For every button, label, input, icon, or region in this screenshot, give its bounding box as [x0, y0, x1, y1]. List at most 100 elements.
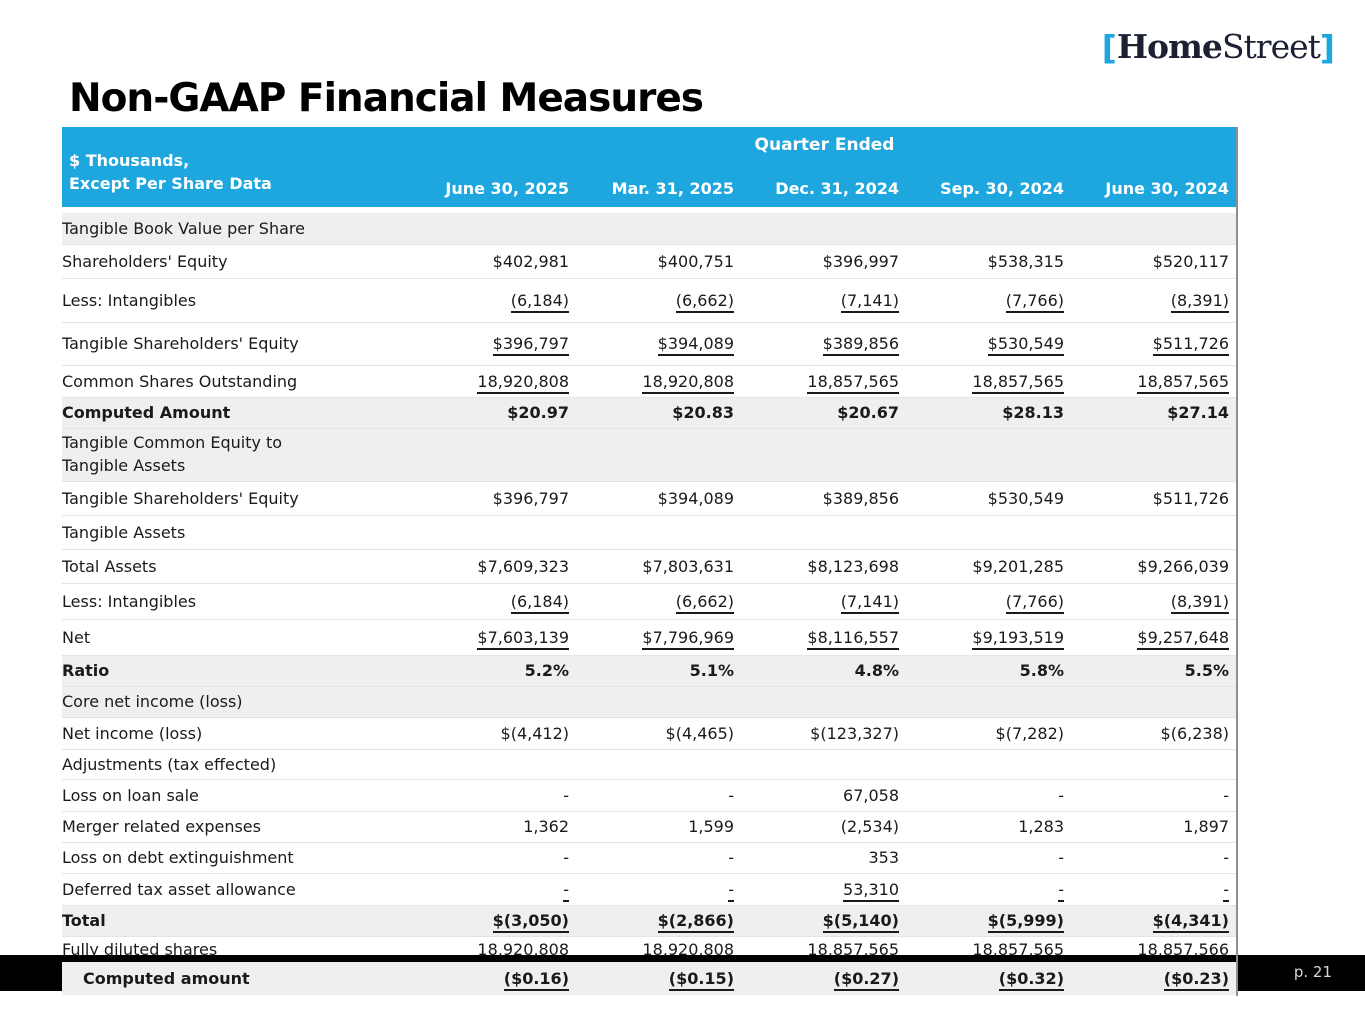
- row-value: [412, 427, 577, 481]
- row-value: [577, 748, 742, 779]
- row-label: Total Assets: [62, 548, 412, 583]
- column-header-0: June 30, 2025: [445, 179, 569, 198]
- row-value: 1,897: [1072, 810, 1237, 842]
- row-value: (7,766): [907, 582, 1072, 619]
- row-value: -: [412, 872, 577, 905]
- row-label: Computed amount: [83, 969, 250, 988]
- row-value: $9,266,039: [1072, 548, 1237, 583]
- row-value: [742, 514, 907, 549]
- row-value: $9,193,519: [907, 618, 1072, 655]
- table-row: Less: Intangibles (6,184) (6,662) (7,141) (7…: [62, 277, 1237, 322]
- row-value: (2,534): [742, 810, 907, 842]
- row-value: $7,803,631: [577, 548, 742, 583]
- row-value: (8,391): [1072, 277, 1237, 322]
- row-value: $511,726: [1072, 321, 1237, 365]
- row-value: [907, 685, 1072, 717]
- table-row: Common Shares Outstanding 18,920,808 18,92…: [62, 364, 1237, 397]
- table-row: Core net income (loss): [62, 685, 1237, 717]
- row-value: ($0.23): [1072, 969, 1237, 991]
- row-value: -: [907, 841, 1072, 873]
- row-value: [1072, 748, 1237, 779]
- row-value: [577, 514, 742, 549]
- table-row: Tangible Common Equity to Tangible Assets: [62, 427, 1237, 481]
- row-value: (6,184): [412, 277, 577, 322]
- page-title: Non-GAAP Financial Measures: [69, 76, 704, 121]
- row-value: $27.14: [1072, 396, 1237, 428]
- table-row: Less: Intangibles (6,184) (6,662) (7,141) (7…: [62, 582, 1237, 619]
- row-value: -: [577, 872, 742, 905]
- row-value: $(6,238): [1072, 716, 1237, 749]
- row-value: (6,662): [577, 582, 742, 619]
- row-value: $(5,999): [907, 904, 1072, 936]
- row-value: (6,184): [412, 582, 577, 619]
- row-label: Ratio: [62, 654, 412, 686]
- row-value: 67,058: [742, 778, 907, 811]
- row-label: Net: [62, 618, 412, 655]
- row-value: -: [412, 841, 577, 873]
- table-row: Loss on loan sale - -67,058- -: [62, 778, 1237, 811]
- non-gaap-table: $ Thousands, Except Per Share Data Quart…: [62, 127, 1237, 963]
- row-value: 18,857,565: [907, 364, 1072, 397]
- row-label: Less: Intangibles: [62, 582, 412, 619]
- logo-left-bracket: [: [1101, 28, 1117, 67]
- row-value: $20.67: [742, 396, 907, 428]
- row-value: $(4,412): [412, 716, 577, 749]
- table-body: Tangible Book Value per Share Shareholder…: [62, 213, 1237, 963]
- units-label: $ Thousands, Except Per Share Data: [69, 149, 272, 195]
- row-value: -: [577, 841, 742, 873]
- row-label: Deferred tax asset allowance: [62, 872, 412, 905]
- row-value: 1,362: [412, 810, 577, 842]
- row-label: Tangible Common Equity to Tangible Assets: [62, 427, 412, 481]
- row-value: $396,797: [412, 480, 577, 515]
- table-row: Merger related expenses 1,362 1,599 (2,534)…: [62, 810, 1237, 842]
- row-value: $394,089: [577, 321, 742, 365]
- row-value: $9,257,648: [1072, 618, 1237, 655]
- row-value: $389,856: [742, 321, 907, 365]
- row-value: $20.97: [412, 396, 577, 428]
- row-value: [742, 427, 907, 481]
- row-value: [742, 213, 907, 244]
- row-value: $520,117: [1072, 243, 1237, 278]
- row-value: 4.8%: [742, 654, 907, 686]
- row-value: [1072, 685, 1237, 717]
- row-value: $(5,140): [742, 904, 907, 936]
- row-value: ($0.15): [577, 969, 742, 991]
- quarter-ended-header: Quarter Ended: [754, 135, 895, 155]
- column-header-2: Dec. 31, 2024: [775, 179, 899, 198]
- homestreet-logo: [HomeStreet]: [1102, 30, 1335, 64]
- row-value: 18,857,565: [742, 364, 907, 397]
- row-value: $(4,341): [1072, 904, 1237, 936]
- row-value: -: [577, 778, 742, 811]
- row-value: ($0.32): [907, 969, 1072, 991]
- row-value: $530,549: [907, 480, 1072, 515]
- row-value: [742, 685, 907, 717]
- page-number: p. 21: [1293, 963, 1332, 981]
- logo-right-bracket: ]: [1319, 28, 1335, 67]
- row-label: Total: [62, 904, 412, 936]
- row-value: $394,089: [577, 480, 742, 515]
- row-value: (7,141): [742, 277, 907, 322]
- row-value: -: [1072, 778, 1237, 811]
- row-value: [1072, 514, 1237, 549]
- row-value: ($0.16): [412, 969, 577, 991]
- table-row: Net $7,603,139 $7,796,969 $8,116,557 $9,193,…: [62, 618, 1237, 655]
- row-value: $7,603,139: [412, 618, 577, 655]
- row-value: [742, 748, 907, 779]
- row-value: 18,920,808: [412, 364, 577, 397]
- row-label: Merger related expenses: [62, 810, 412, 842]
- row-value: $530,549: [907, 321, 1072, 365]
- row-value: 1,599: [577, 810, 742, 842]
- row-value: [577, 685, 742, 717]
- row-label: Core net income (loss): [62, 685, 412, 717]
- row-value: $8,123,698: [742, 548, 907, 583]
- table-row: Adjustments (tax effected): [62, 748, 1237, 779]
- column-header-4: June 30, 2024: [1105, 179, 1229, 198]
- row-value: $389,856: [742, 480, 907, 515]
- row-value: [412, 213, 577, 244]
- row-label: Shareholders' Equity: [62, 243, 412, 278]
- row-value: $7,609,323: [412, 548, 577, 583]
- row-value: $396,797: [412, 321, 577, 365]
- row-value: 5.5%: [1072, 654, 1237, 686]
- row-value: $511,726: [1072, 480, 1237, 515]
- table-row: Total Assets $7,609,323 $7,803,631 $8,123,6…: [62, 548, 1237, 583]
